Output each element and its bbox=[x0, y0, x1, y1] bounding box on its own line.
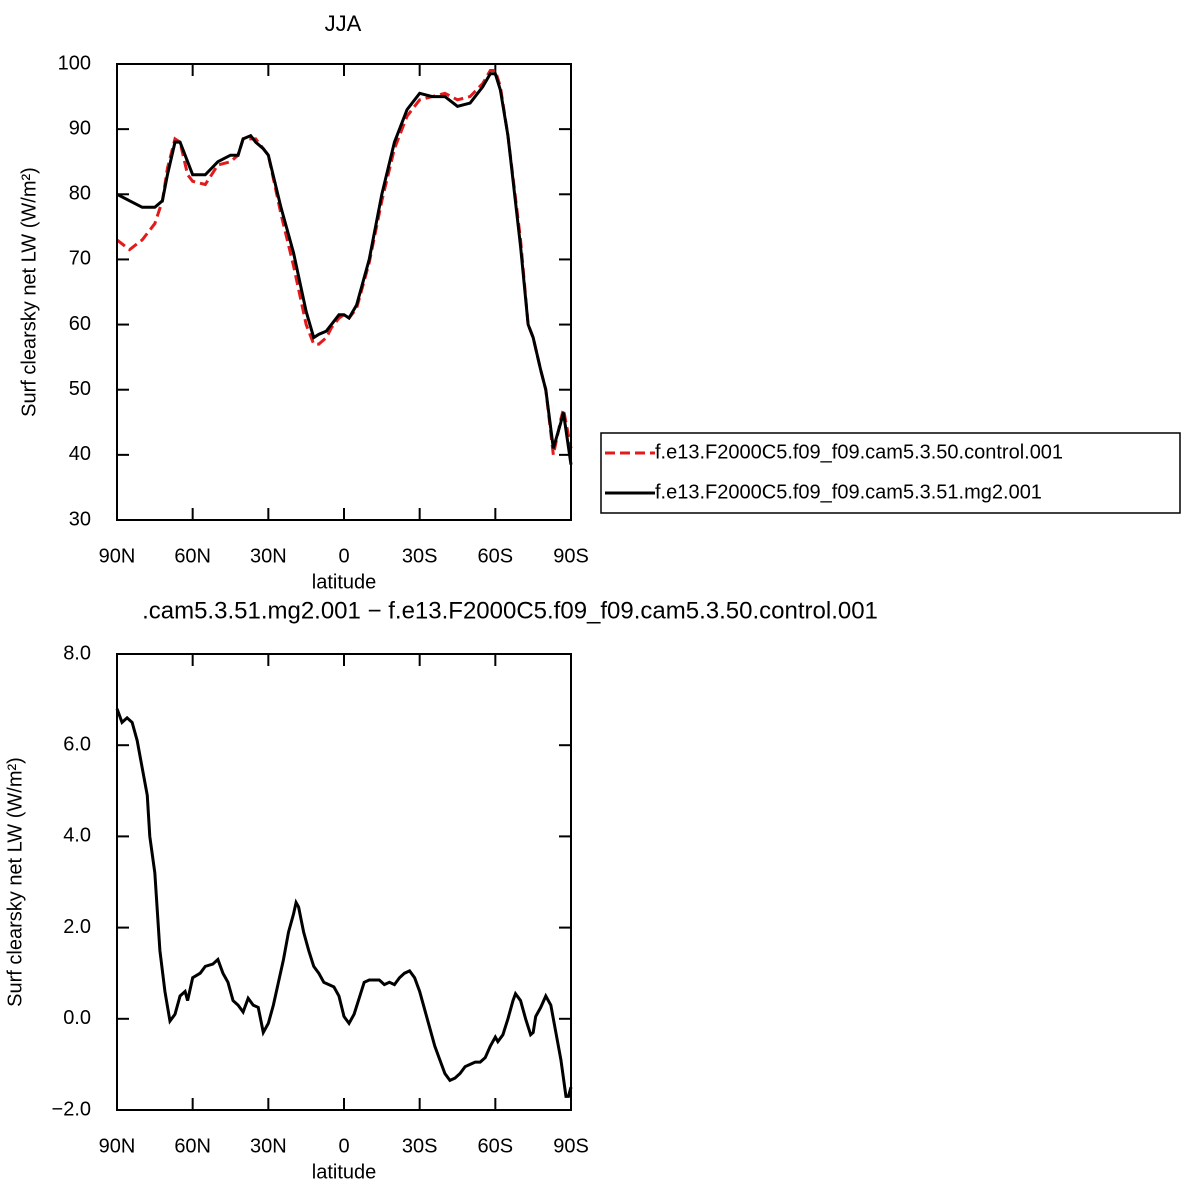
plot-frame bbox=[116, 653, 572, 1111]
y-axis-label: Surf clearsky net LW (W/m²) bbox=[4, 757, 26, 1007]
series-line bbox=[115, 708, 573, 1098]
y-axis-label: Surf clearsky net LW (W/m²) bbox=[18, 167, 40, 417]
x-tick-label: 60N bbox=[174, 1135, 211, 1157]
x-tick-label: 30N bbox=[250, 1135, 287, 1157]
x-tick-label: 30S bbox=[402, 545, 438, 567]
x-tick-label: 0 bbox=[338, 545, 349, 567]
y-tick-label: −2.0 bbox=[52, 1098, 91, 1120]
series-line bbox=[116, 69, 573, 456]
x-tick-label: 90S bbox=[553, 1135, 589, 1157]
x-tick-label: 60S bbox=[478, 1135, 514, 1157]
plot-frame bbox=[116, 63, 572, 521]
x-tick-label: 90N bbox=[99, 1135, 136, 1157]
y-tick-label: 70 bbox=[69, 248, 91, 270]
x-tick-label: 0 bbox=[338, 1135, 349, 1157]
y-tick-label: 90 bbox=[69, 117, 91, 139]
y-tick-label: 6.0 bbox=[63, 733, 91, 755]
y-tick-label: 80 bbox=[69, 183, 91, 205]
legend-box bbox=[600, 432, 1181, 514]
y-tick-label: 40 bbox=[69, 443, 91, 465]
y-tick-label: 60 bbox=[69, 313, 91, 335]
y-tick-label: 100 bbox=[58, 52, 91, 74]
y-tick-label: 50 bbox=[69, 378, 91, 400]
x-tick-label: 30S bbox=[402, 1135, 438, 1157]
series-line bbox=[116, 72, 573, 465]
chart-title: .cam5.3.51.mg2.001 − f.e13.F2000C5.f09_f… bbox=[142, 597, 878, 624]
x-axis-label: latitude bbox=[312, 571, 377, 593]
chart-title: JJA bbox=[325, 11, 362, 36]
x-tick-label: 60S bbox=[478, 545, 514, 567]
y-tick-label: 8.0 bbox=[63, 642, 91, 664]
y-tick-label: 30 bbox=[69, 508, 91, 530]
y-tick-label: 2.0 bbox=[63, 916, 91, 938]
y-tick-label: 0.0 bbox=[63, 1007, 91, 1029]
y-tick-label: 4.0 bbox=[63, 825, 91, 847]
legend-label: f.e13.F2000C5.f09_f09.cam5.3.51.mg2.001 bbox=[655, 481, 1042, 503]
x-axis-label: latitude bbox=[312, 1161, 377, 1183]
x-tick-label: 60N bbox=[174, 545, 211, 567]
legend-label: f.e13.F2000C5.f09_f09.cam5.3.50.control.… bbox=[655, 441, 1063, 463]
x-tick-label: 30N bbox=[250, 545, 287, 567]
x-tick-label: 90S bbox=[553, 545, 589, 567]
x-tick-label: 90N bbox=[99, 545, 136, 567]
